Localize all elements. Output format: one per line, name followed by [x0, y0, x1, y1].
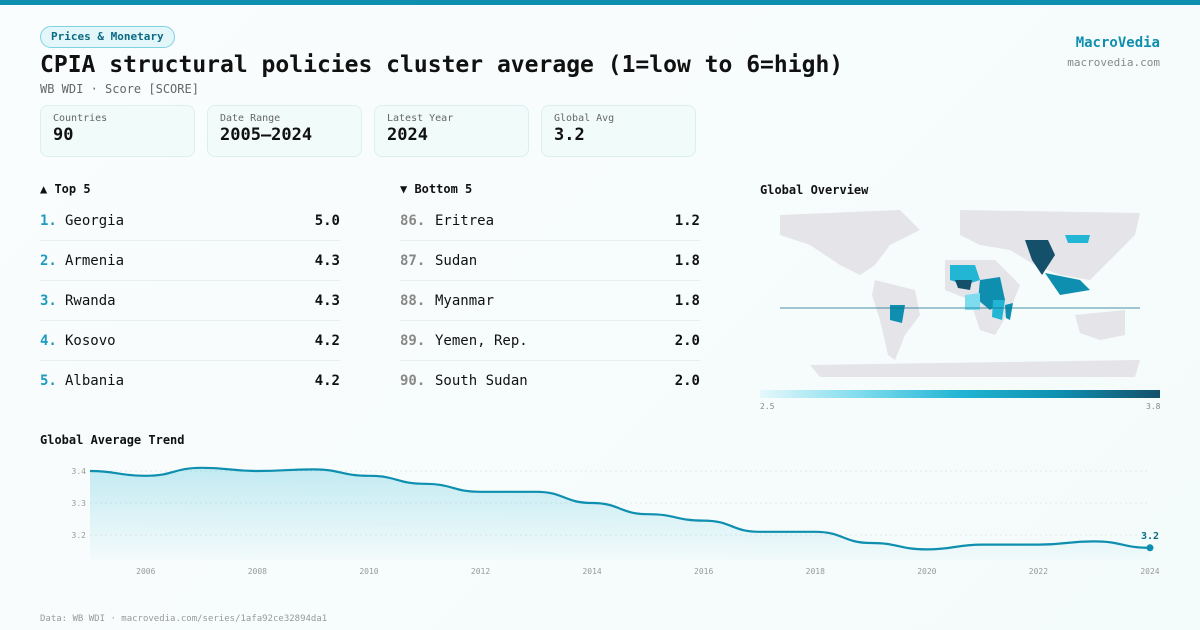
x-tick-label: 2008 [248, 567, 267, 576]
rank: 90. [400, 373, 426, 389]
x-tick-label: 2018 [806, 567, 825, 576]
antarctica [810, 360, 1140, 377]
ranking-row[interactable]: 4. Kosovo 4.2 [40, 321, 340, 361]
ranking-row[interactable]: 88. Myanmar 1.8 [400, 281, 700, 321]
ranking-row[interactable]: 5. Albania 4.2 [40, 361, 340, 401]
last-point-marker [1146, 544, 1154, 552]
footer-source: Data: WB WDI · macrovedia.com/series/1af… [40, 614, 328, 624]
stat-label: Global Avg [554, 113, 615, 124]
australia [1075, 310, 1125, 340]
country-name: Sudan [435, 252, 478, 269]
legend-min: 2.5 [760, 402, 775, 411]
last-value-label: 3.2 [1141, 531, 1159, 542]
x-tick-label: 2020 [917, 567, 936, 576]
stat-card-countries: Countries 90 [40, 105, 195, 157]
page-title: CPIA structural policies cluster average… [40, 52, 844, 78]
top5-heading: ▲ Top 5 [40, 182, 91, 196]
rank: 4. [40, 332, 57, 349]
score: 2.0 [674, 332, 700, 349]
stat-value: 2024 [387, 125, 428, 145]
stat-cards: Countries 90 Date Range 2005–2024 Latest Y… [40, 105, 696, 157]
stat-card-date-range: Date Range 2005–2024 [207, 105, 362, 157]
north-america [780, 210, 920, 275]
map-heading: Global Overview [760, 183, 869, 197]
score: 5.0 [314, 212, 340, 229]
world-map [780, 210, 1140, 377]
score: 1.8 [674, 252, 700, 269]
score: 4.3 [314, 292, 340, 309]
trend-heading: Global Average Trend [40, 433, 185, 447]
trend-chart: 3.2 3.3 3.4 2006 2008 2010 2012 2014 2016 2018 202… [72, 466, 1160, 576]
x-tick-label: 2016 [694, 567, 713, 576]
y-tick-label: 3.3 [72, 499, 87, 508]
bottom5-heading: ▼ Bottom 5 [400, 182, 473, 196]
top5-list: 1. Georgia 5.0 2. Armenia 4.3 3. Rwanda 4.3 4. Kos… [40, 201, 340, 401]
rank: 1. [40, 212, 57, 229]
rank: 2. [40, 252, 57, 269]
y-tick-label: 3.2 [72, 531, 87, 540]
brand-site[interactable]: macrovedia.com [1067, 56, 1160, 69]
stat-label: Latest Year [387, 113, 454, 124]
category-badge[interactable]: Prices & Monetary [40, 26, 175, 48]
score: 4.2 [314, 373, 340, 389]
data-countries [890, 235, 1090, 323]
ranking-row[interactable]: 3. Rwanda 4.3 [40, 281, 340, 321]
stat-label: Date Range [220, 113, 281, 124]
x-tick-label: 2014 [582, 567, 601, 576]
x-tick-label: 2006 [136, 567, 155, 576]
rank: 3. [40, 292, 57, 309]
score: 2.0 [674, 373, 700, 389]
country-name: Georgia [65, 212, 125, 229]
x-tick-label: 2010 [359, 567, 378, 576]
country-name: Armenia [65, 252, 125, 269]
page-subtitle: WB WDI · Score [SCORE] [40, 82, 199, 96]
country-name: Kosovo [65, 332, 116, 349]
brand-logo[interactable]: MacroVedia [1075, 35, 1160, 51]
x-tick-label: 2022 [1029, 567, 1048, 576]
stat-value: 3.2 [554, 125, 585, 145]
country-name: Myanmar [435, 292, 495, 309]
stat-value: 90 [53, 125, 74, 145]
score: 4.3 [314, 252, 340, 269]
y-tick-label: 3.4 [72, 467, 87, 476]
country-name: Yemen, Rep. [435, 332, 528, 349]
ranking-row[interactable]: 90. South Sudan 2.0 [400, 361, 700, 401]
ranking-row[interactable]: 89. Yemen, Rep. 2.0 [400, 321, 700, 361]
score: 1.2 [674, 212, 700, 229]
top-accent-bar [0, 0, 1200, 5]
rank: 87. [400, 252, 426, 269]
x-tick-label: 2012 [471, 567, 490, 576]
rank: 88. [400, 292, 426, 309]
stat-value: 2005–2024 [220, 125, 313, 145]
country-name: Albania [65, 373, 125, 389]
rank: 86. [400, 212, 426, 229]
ranking-row[interactable]: 1. Georgia 5.0 [40, 201, 340, 241]
stat-card-global-avg: Global Avg 3.2 [541, 105, 696, 157]
score: 1.8 [674, 292, 700, 309]
x-tick-label: 2024 [1140, 567, 1159, 576]
country-name: Rwanda [65, 292, 116, 309]
ranking-row[interactable]: 2. Armenia 4.3 [40, 241, 340, 281]
score: 4.2 [314, 332, 340, 349]
map-color-legend [760, 390, 1160, 398]
country-name: Eritrea [435, 212, 495, 229]
ranking-row[interactable]: 86. Eritrea 1.2 [400, 201, 700, 241]
trend-area [90, 467, 1150, 560]
country-name: South Sudan [435, 373, 528, 389]
rank: 5. [40, 373, 57, 389]
bottom5-list: 86. Eritrea 1.2 87. Sudan 1.8 88. Myanmar 1.8 89.… [400, 201, 700, 401]
legend-max: 3.8 [1146, 402, 1161, 411]
rank: 89. [400, 332, 426, 349]
trend-line [89, 466, 1151, 551]
stat-label: Countries [53, 113, 108, 124]
ranking-row[interactable]: 87. Sudan 1.8 [400, 241, 700, 281]
stat-card-latest-year: Latest Year 2024 [374, 105, 529, 157]
